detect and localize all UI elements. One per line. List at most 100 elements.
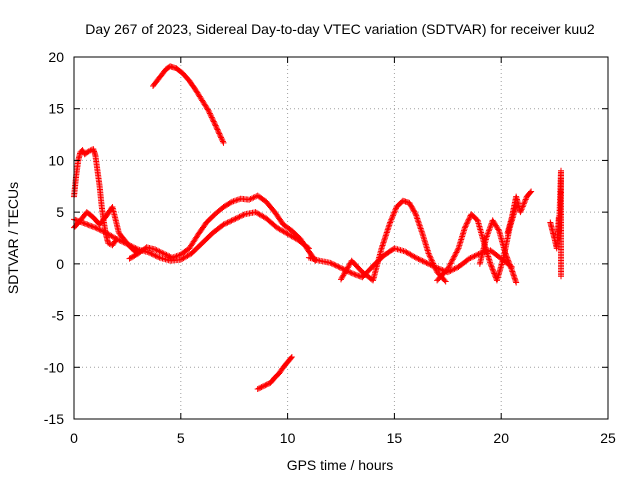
series-arc-evening-a: [305, 245, 515, 281]
data-point: [101, 229, 108, 236]
data-point: [328, 260, 335, 267]
data-point: [169, 254, 176, 261]
data-point: [504, 256, 511, 263]
data-point: [508, 265, 515, 272]
data-point: [466, 215, 473, 222]
data-point: [468, 254, 475, 261]
data-point: [329, 261, 336, 268]
data-point: [129, 243, 136, 250]
data-point: [155, 254, 162, 261]
y-axis: -15 -10 -5 0 5 10 15 20: [44, 49, 608, 427]
data-point: [347, 269, 354, 276]
series-arc-night: [504, 188, 535, 236]
data-point: [331, 261, 338, 268]
data-point: [558, 273, 565, 280]
data-point: [409, 206, 416, 213]
data-point: [426, 253, 433, 260]
data-point: [79, 147, 86, 154]
data-point: [221, 220, 228, 227]
data-point: [467, 255, 474, 262]
data-point: [219, 137, 226, 144]
data-point: [388, 216, 395, 223]
data-point: [519, 204, 526, 211]
data-point: [206, 109, 213, 116]
data-point: [464, 219, 471, 226]
y-tick-label: -5: [52, 308, 65, 324]
data-point: [453, 249, 460, 256]
data-point: [444, 266, 451, 273]
data-point: [99, 227, 106, 234]
data-point: [473, 216, 480, 223]
data-point: [483, 235, 490, 241]
data-point: [424, 260, 431, 267]
y-tick-label: 0: [56, 256, 64, 272]
data-point: [166, 253, 173, 260]
data-points: [71, 63, 565, 393]
data-point: [336, 264, 343, 271]
data-point: [388, 215, 395, 222]
data-point: [463, 220, 470, 227]
data-point: [262, 382, 269, 389]
data-point: [463, 221, 470, 228]
data-point: [450, 254, 457, 261]
data-point: [409, 204, 416, 211]
series-arc-low: [254, 353, 295, 393]
data-point: [520, 202, 527, 209]
data-point: [521, 199, 528, 206]
data-point: [217, 133, 224, 140]
data-point: [207, 111, 214, 118]
data-point: [87, 222, 94, 229]
data-point: [225, 218, 232, 225]
data-point: [486, 224, 493, 231]
data-point: [125, 241, 132, 248]
data-point: [204, 106, 211, 113]
data-point: [229, 217, 236, 224]
data-point: [258, 384, 265, 391]
data-point: [208, 114, 215, 121]
data-point: [216, 130, 223, 137]
data-point: [176, 252, 183, 259]
data-point: [504, 254, 511, 261]
data-point: [84, 221, 91, 228]
data-point: [73, 217, 80, 224]
data-point: [231, 197, 238, 204]
data-point: [173, 253, 180, 260]
data-point: [220, 139, 227, 146]
data-point: [96, 226, 103, 233]
data-point: [113, 236, 120, 243]
data-point: [487, 223, 494, 230]
data-point: [490, 267, 497, 274]
x-axis: 0 5 10 15 20 25: [70, 57, 616, 446]
data-point: [391, 208, 398, 215]
data-point: [229, 198, 236, 205]
data-point: [288, 354, 295, 361]
data-point: [218, 134, 225, 141]
data-point: [472, 252, 479, 259]
data-point: [527, 189, 534, 196]
data-point: [414, 255, 421, 262]
data-point: [128, 243, 135, 250]
data-point: [92, 224, 99, 231]
data-point: [235, 214, 242, 221]
x-tick-label: 5: [177, 430, 185, 446]
y-tick-label: 5: [56, 204, 64, 220]
data-point: [218, 135, 225, 142]
data-point: [520, 200, 527, 207]
data-point: [350, 270, 357, 277]
data-point: [239, 212, 246, 219]
data-point: [247, 196, 254, 203]
data-point: [210, 117, 217, 124]
data-point: [505, 257, 512, 264]
series-arc-late-b: [476, 217, 520, 286]
data-point: [471, 253, 478, 260]
data-point: [157, 249, 164, 256]
data-point: [97, 227, 104, 234]
data-point: [484, 230, 491, 237]
data-point: [80, 220, 87, 227]
data-point: [448, 267, 455, 274]
data-point: [83, 221, 90, 228]
data-point: [206, 110, 213, 117]
data-point: [449, 256, 456, 263]
data-point: [116, 237, 123, 244]
series-arc-end: [547, 167, 565, 280]
